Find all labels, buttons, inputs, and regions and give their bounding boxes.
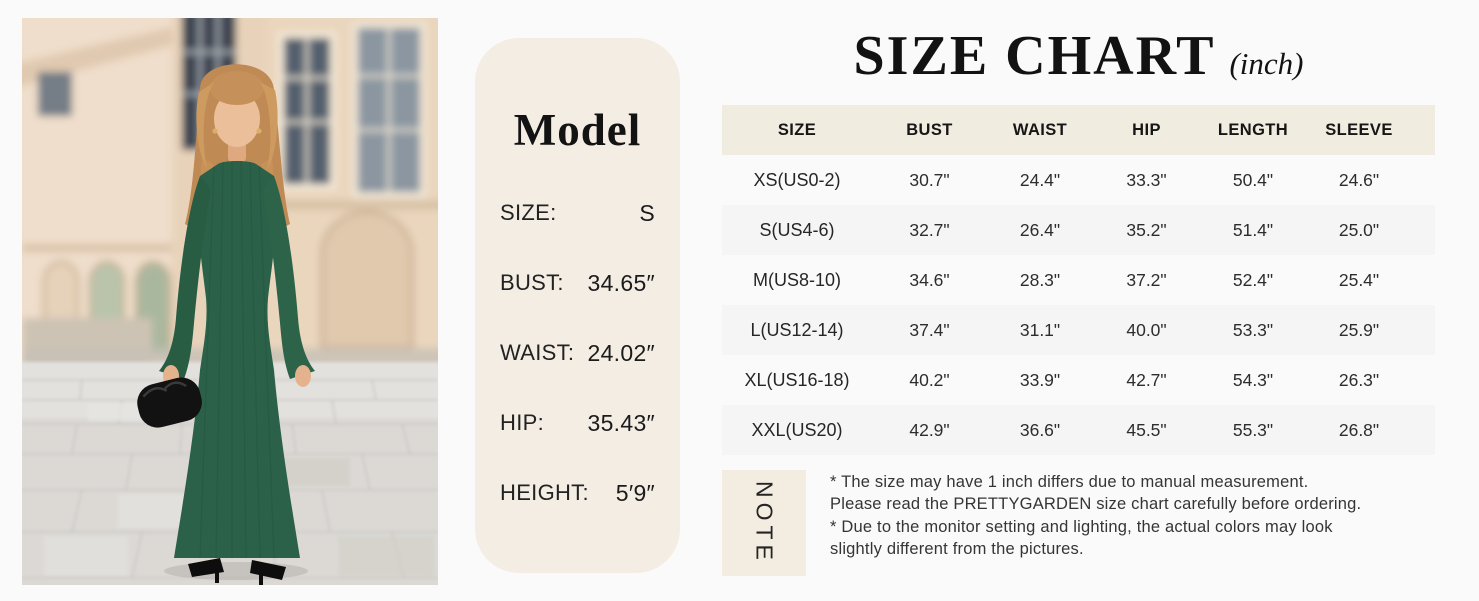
photo-illustration [22, 18, 438, 585]
model-row-waist: WAIST: 24.02″ [500, 318, 655, 388]
table-cell: 26.8" [1338, 419, 1380, 440]
size-label: S(US4-6) [759, 219, 835, 240]
note-box: NOTE [722, 470, 806, 576]
table-cell: 31.1" [1019, 319, 1061, 340]
table-cell: 52.4" [1232, 269, 1274, 290]
table-cell: 40.0" [1126, 319, 1167, 340]
table-cell: 26.3" [1338, 369, 1380, 390]
model-row-bust: BUST: 34.65″ [500, 248, 655, 318]
row-value: 35.43″ [587, 409, 655, 436]
table-cell: 45.5" [1126, 419, 1167, 440]
row-label: BUST: [500, 270, 564, 295]
table-cell: 35.2" [1126, 219, 1167, 240]
left-sleeve [159, 176, 211, 379]
table-row-xs: XS(US0-2) 30.7" 24.4" 33.3" 50.4" 24.6" [722, 155, 1435, 205]
note-label: NOTE [751, 481, 778, 565]
size-label: L(US12-14) [750, 319, 844, 340]
header-cell-size: SIZE [777, 120, 817, 139]
table-cell: 42.7" [1126, 369, 1167, 390]
size-chart-title: SIZE CHART [853, 25, 1216, 87]
table-cell: 33.3" [1126, 169, 1167, 190]
note-line: Please read the PRETTYGARDEN size chart … [830, 495, 1362, 514]
model-card-rows: SIZE: S BUST: 34.65″ WAIST: 24.02″ HIP: … [500, 178, 655, 528]
model-card-title: Model [513, 105, 642, 155]
table-cell: 42.9" [909, 419, 950, 440]
table-cell: 50.4" [1232, 169, 1274, 190]
dress [174, 161, 300, 558]
table-cell: 40.2" [909, 369, 950, 390]
table-cell: 26.4" [1019, 219, 1061, 240]
table-row-xl: XL(US16-18) 40.2" 33.9" 42.7" 54.3" 26.3… [722, 355, 1435, 405]
model-row-height: HEIGHT: 5′9″ [500, 458, 655, 528]
note-text: * The size may have 1 inch differs due t… [830, 470, 1361, 576]
size-chart-table: SIZE BUST WAIST HIP LENGTH SLEEVE XS(US0… [722, 105, 1435, 455]
model-figure [137, 64, 315, 585]
table-cell: 37.2" [1126, 269, 1167, 290]
row-value: S [639, 199, 655, 226]
model-row-size: SIZE: S [500, 178, 655, 248]
row-label: SIZE: [500, 200, 557, 225]
row-value: 24.02″ [587, 339, 655, 366]
table-cell: 54.3" [1232, 369, 1274, 390]
size-label: XXL(US20) [751, 419, 843, 440]
table-cell: 33.9" [1019, 369, 1061, 390]
header-cell-length: LENGTH [1217, 120, 1289, 139]
row-value: 34.65″ [587, 269, 655, 296]
row-value: 5′9″ [615, 479, 655, 506]
table-cell: 51.4" [1232, 219, 1274, 240]
clutch-bag [137, 377, 202, 428]
table-cell: 24.6" [1338, 169, 1380, 190]
table-row-l: L(US12-14) 37.4" 31.1" 40.0" 53.3" 25.9" [722, 305, 1435, 355]
header-cell-hip: HIP [1132, 120, 1161, 139]
size-chart-unit: (inch) [1229, 46, 1304, 81]
note-line: slightly different from the pictures. [830, 540, 1084, 559]
model-row-hip: HIP: 35.43″ [500, 388, 655, 458]
table-header-row: SIZE BUST WAIST HIP LENGTH SLEEVE [722, 105, 1435, 155]
size-label: XL(US16-18) [744, 369, 850, 390]
header-cell-bust: BUST [906, 120, 953, 139]
size-label: M(US8-10) [752, 269, 841, 290]
table-row-s: S(US4-6) 32.7" 26.4" 35.2" 51.4" 25.0" [722, 205, 1435, 255]
model-info-card: Model SIZE: S BUST: 34.65″ WAIST: 24.02″… [475, 38, 680, 573]
table-row-xxl: XXL(US20) 42.9" 36.6" 45.5" 55.3" 26.8" [722, 405, 1435, 455]
table-cell: 55.3" [1232, 419, 1274, 440]
heels [188, 558, 286, 585]
table-cell: 30.7" [909, 169, 950, 190]
table-cell: 25.0" [1338, 219, 1380, 240]
table-cell: 37.4" [909, 319, 950, 340]
note-section: NOTE * The size may have 1 inch differs … [722, 470, 1435, 576]
row-label: WAIST: [500, 340, 575, 365]
table-cell: 24.4" [1019, 169, 1061, 190]
table-cell: 32.7" [909, 219, 950, 240]
row-label: HIP: [500, 410, 544, 435]
table-row-m: M(US8-10) 34.6" 28.3" 37.2" 52.4" 25.4" [722, 255, 1435, 305]
table-cell: 34.6" [909, 269, 950, 290]
product-photo [22, 18, 438, 585]
note-line: * Due to the monitor setting and lightin… [830, 517, 1333, 536]
table-cell: 36.6" [1019, 419, 1061, 440]
right-sleeve [263, 176, 315, 379]
size-label: XS(US0-2) [753, 169, 841, 190]
table-cell: 25.9" [1338, 319, 1380, 340]
table-cell: 28.3" [1019, 269, 1061, 290]
size-chart-heading: SIZE CHART (inch) [722, 20, 1435, 92]
note-line: * The size may have 1 inch differs due t… [830, 473, 1309, 491]
header-cell-sleeve: SLEEVE [1325, 120, 1393, 139]
header-cell-waist: WAIST [1012, 120, 1068, 139]
face [214, 91, 260, 147]
table-cell: 25.4" [1338, 269, 1380, 290]
table-cell: 53.3" [1232, 319, 1274, 340]
row-label: HEIGHT: [500, 480, 589, 505]
